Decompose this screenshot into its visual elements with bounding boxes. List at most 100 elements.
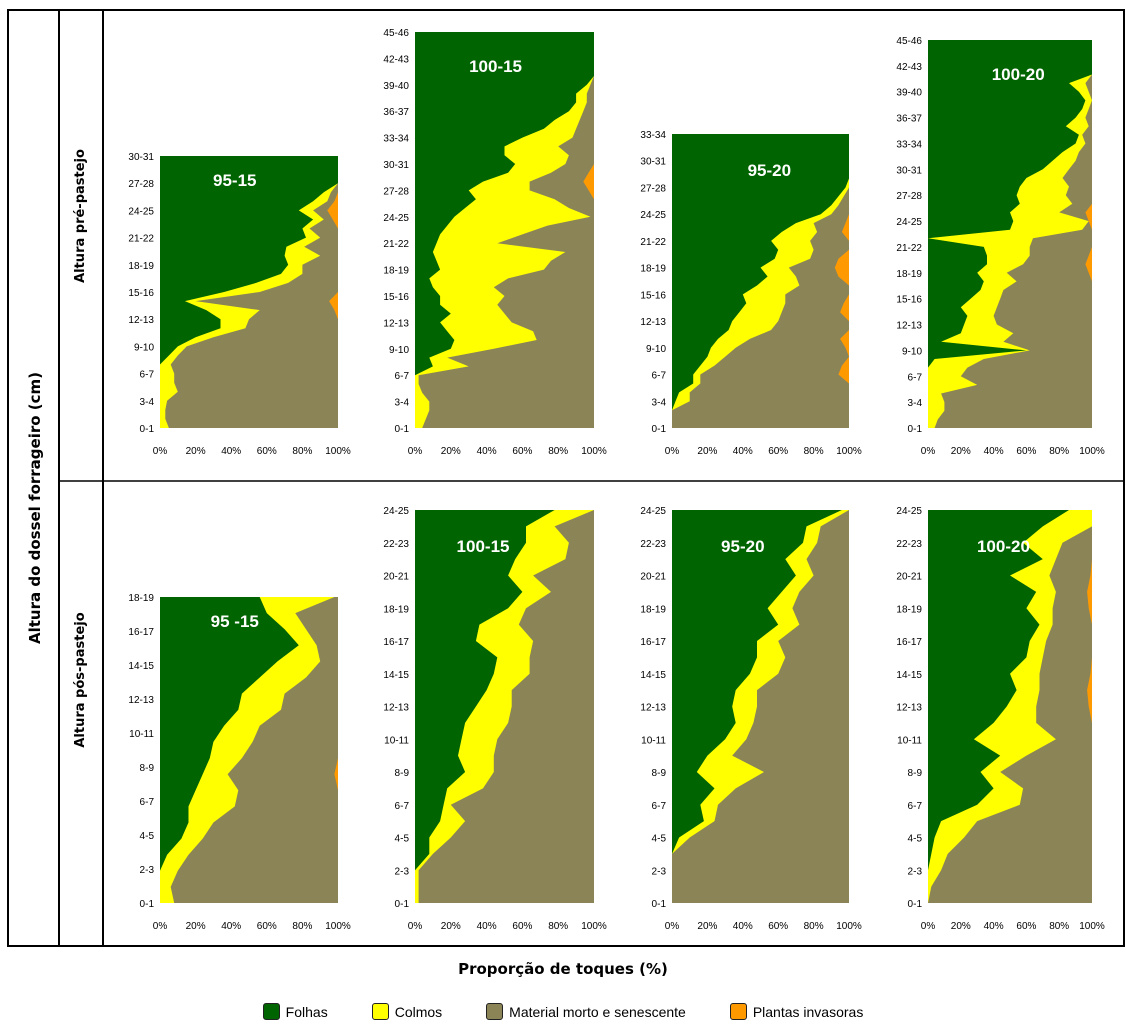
y-tick-label: 20-21 bbox=[383, 572, 409, 583]
y-tick-label: 33-34 bbox=[640, 130, 666, 141]
y-tick-label: 10-11 bbox=[897, 735, 922, 746]
x-tick-label: 60% bbox=[257, 921, 277, 932]
legend-item-colmos: Colmos bbox=[371, 1003, 443, 1020]
x-tick-label: 60% bbox=[768, 921, 788, 932]
panel-title: 100-15 bbox=[457, 537, 510, 556]
y-tick-label: 24-25 bbox=[896, 506, 922, 517]
legend-swatch-colmos bbox=[371, 1003, 389, 1020]
chart-panel-6: 0% 20% 40% 60% 80% 100% 0-1 2-3 4-5 6-7 8-9 10-11 12… bbox=[383, 506, 606, 932]
y-tick-label: 0-1 bbox=[140, 899, 155, 910]
x-tick-label: 0% bbox=[408, 921, 423, 932]
y-tick-label: 21-22 bbox=[896, 243, 922, 254]
legend-label-colmos: Colmos bbox=[394, 1003, 443, 1020]
x-tick-label: 40% bbox=[477, 921, 497, 932]
y-tick-label: 12-13 bbox=[896, 703, 922, 714]
y-tick-label: 15-16 bbox=[128, 288, 154, 299]
panel-title: 95-20 bbox=[721, 537, 764, 556]
area-folhas bbox=[672, 134, 849, 428]
x-tick-label: 80% bbox=[804, 446, 824, 457]
chart-panel-4: 0% 20% 40% 60% 80% 100% 0-1 3-4 6-7 9-10 12-13 15-1… bbox=[896, 36, 1104, 457]
y-tick-label: 21-22 bbox=[128, 234, 154, 245]
y-tick-label: 24-25 bbox=[383, 213, 409, 224]
y-tick-label: 14-15 bbox=[896, 670, 922, 681]
x-tick-label: 20% bbox=[441, 446, 461, 457]
x-tick-label: 20% bbox=[951, 446, 971, 457]
legend-swatch-invasoras bbox=[729, 1003, 747, 1020]
y-axis-title: Altura do dossel forrageiro (cm) bbox=[26, 372, 44, 644]
legend-swatch-folhas bbox=[262, 1003, 280, 1020]
y-tick-label: 12-13 bbox=[640, 317, 666, 328]
x-tick-label: 40% bbox=[477, 446, 497, 457]
y-tick-label: 8-9 bbox=[140, 763, 155, 774]
x-tick-label: 80% bbox=[1049, 921, 1069, 932]
legend-item-invasoras: Plantas invasoras bbox=[729, 1003, 863, 1020]
x-tick-label: 100% bbox=[325, 921, 351, 932]
y-tick-label: 4-5 bbox=[140, 831, 155, 842]
y-tick-label: 22-23 bbox=[896, 539, 922, 550]
y-tick-label: 39-40 bbox=[896, 88, 922, 99]
y-tick-label: 6-7 bbox=[140, 370, 155, 381]
y-tick-label: 42-43 bbox=[896, 62, 922, 73]
area-folhas bbox=[415, 510, 555, 903]
y-tick-label: 27-28 bbox=[640, 183, 666, 194]
y-tick-label: 22-23 bbox=[383, 539, 409, 550]
x-tick-label: 0% bbox=[921, 446, 936, 457]
y-tick-label: 14-15 bbox=[128, 661, 154, 672]
panel-title: 100-15 bbox=[469, 57, 522, 76]
chart-panel-2: 0% 20% 40% 60% 80% 100% 0-1 3-4 6-7 9-10 12-13 15-1… bbox=[383, 28, 606, 457]
y-tick-label: 4-5 bbox=[908, 834, 923, 845]
x-tick-label: 100% bbox=[581, 921, 607, 932]
y-tick-label: 9-10 bbox=[134, 342, 154, 353]
y-tick-label: 2-3 bbox=[652, 866, 667, 877]
y-tick-label: 18-19 bbox=[896, 604, 922, 615]
chart-panel-1: 0% 20% 40% 60% 80% 100% 0-1 3-4 6-7 9-10 12-13 15-1… bbox=[128, 152, 350, 457]
row-label-post: Altura pós-pastejo bbox=[73, 612, 88, 747]
y-tick-label: 12-13 bbox=[896, 321, 922, 332]
y-tick-label: 16-17 bbox=[128, 627, 154, 638]
x-tick-label: 0% bbox=[921, 921, 936, 932]
outer-border bbox=[7, 9, 1125, 947]
y-tick-label: 6-7 bbox=[395, 371, 410, 382]
x-tick-label: 80% bbox=[292, 446, 312, 457]
y-tick-label: 30-31 bbox=[128, 152, 154, 163]
x-tick-label: 0% bbox=[665, 446, 680, 457]
y-tick-label: 2-3 bbox=[140, 865, 155, 876]
y-tick-label: 10-11 bbox=[641, 735, 666, 746]
y-tick-label: 9-10 bbox=[646, 344, 666, 355]
row-label-pre: Altura pré-pastejo bbox=[73, 149, 88, 283]
y-tick-label: 15-16 bbox=[383, 292, 409, 303]
y-tick-label: 12-13 bbox=[128, 695, 154, 706]
chart-panel-3: 0% 20% 40% 60% 80% 100% 0-1 3-4 6-7 9-10 12-13 15-1… bbox=[640, 130, 861, 457]
y-tick-label: 0-1 bbox=[652, 899, 667, 910]
y-tick-label: 4-5 bbox=[652, 834, 667, 845]
area-folhas bbox=[672, 510, 842, 903]
x-tick-label: 80% bbox=[1049, 446, 1069, 457]
x-tick-label: 80% bbox=[804, 921, 824, 932]
panel-title: 95 -15 bbox=[211, 612, 259, 631]
x-tick-label: 100% bbox=[836, 921, 862, 932]
y-tick-label: 6-7 bbox=[908, 372, 923, 383]
x-tick-label: 0% bbox=[408, 446, 423, 457]
y-tick-label: 24-25 bbox=[383, 506, 409, 517]
y-tick-label: 24-25 bbox=[640, 506, 666, 517]
y-tick-label: 21-22 bbox=[640, 237, 666, 248]
y-tick-label: 14-15 bbox=[640, 670, 666, 681]
area-plantas-invasoras bbox=[834, 134, 849, 428]
area-plantas-invasoras bbox=[327, 156, 338, 428]
x-tick-label: 0% bbox=[153, 921, 168, 932]
y-tick-label: 18-19 bbox=[128, 593, 154, 604]
x-tick-label: 20% bbox=[186, 921, 206, 932]
y-tick-label: 6-7 bbox=[652, 801, 667, 812]
y-tick-label: 4-5 bbox=[395, 834, 410, 845]
y-tick-label: 45-46 bbox=[383, 28, 409, 39]
y-tick-label: 0-1 bbox=[395, 899, 410, 910]
y-tick-label: 24-25 bbox=[896, 217, 922, 228]
chart-panel-7: 0% 20% 40% 60% 80% 100% 0-1 2-3 4-5 6-7 8-9 10-11 12… bbox=[640, 506, 861, 932]
y-tick-label: 15-16 bbox=[640, 290, 666, 301]
y-tick-label: 30-31 bbox=[640, 157, 666, 168]
y-tick-label: 27-28 bbox=[128, 179, 154, 190]
y-tick-label: 3-4 bbox=[140, 397, 155, 408]
area-folhas bbox=[928, 510, 1069, 903]
x-tick-label: 80% bbox=[292, 921, 312, 932]
